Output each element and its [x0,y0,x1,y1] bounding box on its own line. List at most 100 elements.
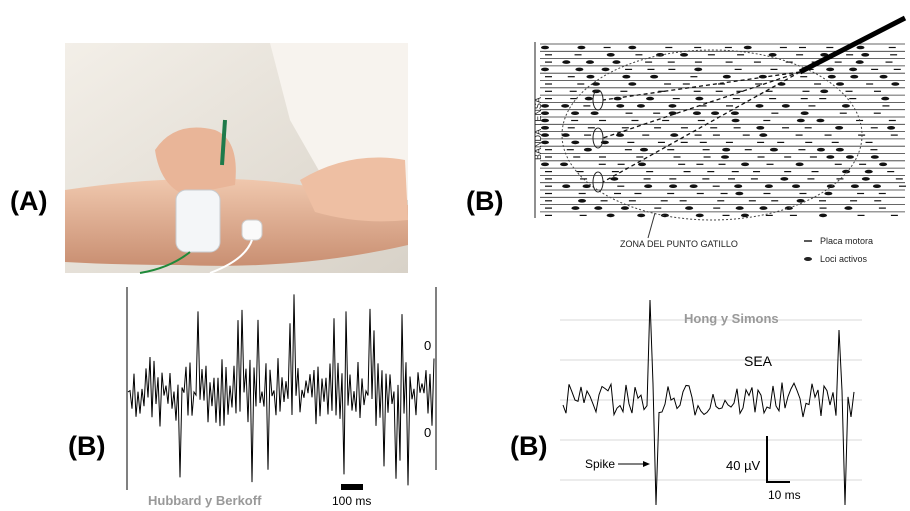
locus [731,111,739,115]
locus [824,192,832,196]
locus [594,206,602,210]
locus [792,184,800,188]
legend-entry: Loci activos [820,254,868,264]
panel-label: (B) [510,431,547,461]
locus [562,184,570,188]
locus [621,206,629,210]
locus [828,75,836,79]
scale-label: 10 ms [768,488,801,502]
locus [797,119,805,123]
locus [562,60,570,64]
locus [696,214,704,218]
locus [736,206,744,210]
needle-path [603,72,800,182]
locus [846,155,854,159]
locus [817,148,825,152]
locus [607,214,615,218]
needle-path [603,72,800,138]
locus [650,75,658,79]
caption: ZONA DEL PUNTO GATILLO [620,239,738,249]
locus [578,199,586,203]
panel-label: (B) [68,431,105,461]
locus [640,148,648,152]
locus [735,192,743,196]
locus [856,60,864,64]
locus [741,163,749,167]
locus [602,68,610,72]
figure: (A) (B) BANDA TENSA ZONA DEL PUNTO GATIL… [0,0,910,511]
locus [759,206,767,210]
locus [541,46,549,50]
locus [723,75,731,79]
locus [797,199,805,203]
locus [769,53,777,57]
panel-label: (B) [466,186,503,216]
locus [680,53,688,57]
locus [770,148,778,152]
locus [670,133,678,137]
locus [744,46,752,50]
locus [690,184,698,188]
locus [583,184,591,188]
scale-label: 40 µV [726,458,761,473]
signal-label: SEA [744,353,773,369]
locus [819,214,827,218]
locus [685,206,693,210]
locus [711,111,719,115]
locus [756,104,764,108]
axis-mark: 0 [424,338,431,353]
waveform [563,300,854,505]
locus [721,155,729,159]
locus [861,53,869,57]
locus [646,97,654,101]
legend-entry: Placa motora [820,236,873,246]
locus [856,46,864,50]
locus [628,82,636,86]
locus [637,104,645,108]
locus [826,68,834,72]
credit: Hong y Simons [684,311,779,326]
locus [637,214,645,218]
locus [585,97,593,101]
emg-trace [127,287,436,490]
locus [571,206,579,210]
locus [862,177,870,181]
panel-label: (A) [10,186,47,216]
locus [693,111,701,115]
locus [622,75,630,79]
locus [842,170,850,174]
locus [879,163,887,167]
locus [732,119,740,123]
locus [836,148,844,152]
locus [584,148,592,152]
locus-ring [593,90,603,110]
locus [571,111,579,115]
locus [756,126,764,130]
waveform [128,294,434,485]
locus-ring [593,128,603,148]
locus [842,104,850,108]
locus [591,111,599,115]
vertical-label: BANDA TENSA [533,97,543,160]
locus [850,75,858,79]
locus [836,82,844,86]
locus [820,90,828,94]
marker-label: Spike [585,457,615,471]
locus [612,60,620,64]
locus [562,133,570,137]
locus [607,53,615,57]
trigger-point-diagram [535,18,906,238]
pointer [648,213,655,238]
locus [782,104,790,108]
locus [887,126,895,130]
locus [722,148,730,152]
locus [880,75,888,79]
needle-path [603,72,800,100]
photo [65,43,408,273]
locus [873,184,881,188]
sea-trace [560,300,862,505]
locus [644,184,652,188]
locus [575,68,583,72]
locus [835,126,843,130]
locus [849,68,857,72]
